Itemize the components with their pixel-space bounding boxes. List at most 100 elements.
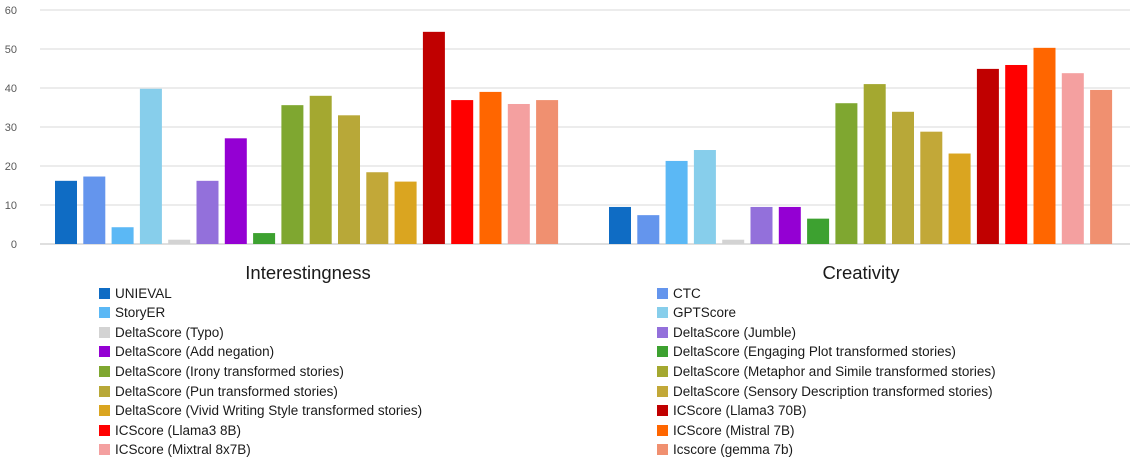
bar-interestingness-11 (366, 172, 389, 244)
legend-item: ICScore (Mixtral 8x7B) (99, 441, 251, 459)
bar-creativity-9 (863, 84, 886, 244)
legend-item: DeltaScore (Pun transformed stories) (99, 382, 338, 400)
legend-label: GPTScore (673, 305, 737, 321)
legend-item: DeltaScore (Vivid Writing Style transfor… (99, 402, 422, 420)
legend-swatch (657, 424, 668, 436)
legend-label: DeltaScore (Add negation) (115, 344, 275, 360)
legend-swatch (657, 326, 668, 338)
legend-swatch (657, 287, 668, 299)
legend-label: DeltaScore (Metaphor and Simile transfor… (673, 363, 996, 379)
legend-label: DeltaScore (Irony transformed stories) (115, 363, 344, 379)
legend-label: DeltaScore (Jumble) (673, 324, 797, 340)
bar-creativity-14 (1005, 64, 1028, 245)
legend-swatch (657, 444, 668, 456)
legend-label: CTC (673, 285, 701, 301)
legend-label: UNIEVAL (115, 285, 172, 301)
category-label: Creativity (822, 262, 900, 283)
legend-label: DeltaScore (Pun transformed stories) (115, 383, 338, 399)
category-labels: Interestingness Creativity (245, 262, 900, 283)
legend-swatch (99, 365, 110, 377)
legend-label: StoryER (115, 305, 166, 321)
legend-item: GPTScore (657, 304, 736, 322)
y-tick-label: 10 (5, 200, 17, 212)
legend-item: DeltaScore (Typo) (99, 323, 224, 341)
legend-swatch (99, 405, 110, 417)
legend-label: DeltaScore (Sensory Description transfor… (673, 383, 993, 399)
legend-swatch (657, 405, 668, 417)
legend-item: DeltaScore (Sensory Description transfor… (657, 382, 993, 400)
legend-swatch (99, 287, 110, 299)
bar-interestingness-3 (139, 88, 162, 244)
legend-label: ICScore (Llama3 70B) (673, 403, 807, 419)
y-axis-ticks: 0 10 20 30 40 50 60 (5, 5, 17, 251)
y-tick-label: 20 (5, 161, 17, 173)
legend-item: DeltaScore (Engaging Plot transformed st… (657, 343, 956, 361)
bar-chart: 0 10 20 30 40 50 60 Interestingness Creativity (5, 5, 1130, 283)
legend-item: DeltaScore (Jumble) (657, 323, 796, 341)
legend-item: ICScore (Mistral 7B) (657, 421, 795, 439)
legend-item: DeltaScore (Irony transformed stories) (99, 362, 344, 380)
legend-label: ICScore (Mistral 7B) (673, 422, 795, 438)
legend-swatch (99, 346, 110, 358)
legend-item: DeltaScore (Metaphor and Simile transfor… (657, 362, 996, 380)
category-label: Interestingness (245, 262, 370, 283)
legend-label: DeltaScore (Engaging Plot transformed st… (673, 344, 956, 360)
bar-interestingness-15 (479, 91, 502, 245)
bar-interestingness-5 (196, 180, 219, 244)
bars (55, 31, 1113, 245)
legend-swatch (99, 326, 110, 338)
legend-item: ICScore (Llama3 70B) (657, 402, 807, 420)
bar-creativity-6 (778, 206, 801, 244)
bar-creativity-11 (920, 131, 943, 244)
bar-creativity-17 (1090, 89, 1113, 244)
legend-swatch (657, 307, 668, 319)
bar-creativity-8 (835, 103, 858, 245)
bar-interestingness-17 (536, 100, 559, 244)
bar-interestingness-14 (451, 100, 474, 244)
bar-interestingness-7 (253, 233, 276, 244)
bar-creativity-15 (1033, 47, 1056, 244)
legend-item: Icscore (gemma 7b) (657, 441, 793, 459)
bar-creativity-1 (637, 215, 660, 244)
bar-interestingness-10 (338, 115, 360, 244)
legend-label: DeltaScore (Vivid Writing Style transfor… (115, 403, 423, 419)
legend-swatch (99, 444, 110, 456)
legend-swatch (657, 346, 668, 358)
bar-interestingness-1 (83, 176, 106, 244)
bar-interestingness-6 (224, 138, 247, 244)
legend-item: StoryER (99, 304, 165, 322)
y-tick-label: 30 (5, 122, 17, 134)
bar-creativity-3 (693, 150, 716, 244)
gridlines (40, 9, 1130, 245)
bar-interestingness-0 (55, 180, 77, 244)
legend-label: Icscore (gemma 7b) (673, 442, 794, 458)
bar-interestingness-16 (507, 103, 530, 245)
legend-swatch (99, 385, 110, 397)
bar-interestingness-12 (394, 181, 417, 244)
legend-item: CTC (657, 284, 701, 302)
bar-interestingness-4 (168, 239, 191, 244)
bar-interestingness-2 (111, 227, 134, 244)
bar-creativity-13 (976, 68, 999, 244)
bar-creativity-0 (609, 206, 631, 244)
y-tick-label: 40 (5, 83, 17, 95)
legend-item: DeltaScore (Add negation) (99, 343, 274, 361)
bar-interestingness-13 (422, 31, 445, 245)
legend-swatch (99, 307, 110, 319)
legend-swatch (657, 385, 668, 397)
legend-label: ICScore (Llama3 8B) (115, 422, 242, 438)
y-tick-label: 50 (5, 44, 17, 56)
bar-interestingness-8 (281, 105, 304, 244)
legend-swatch (657, 365, 668, 377)
legend-swatch (99, 424, 110, 436)
legend-label: DeltaScore (Typo) (115, 324, 224, 340)
bar-creativity-10 (892, 111, 914, 244)
bar-creativity-5 (750, 206, 773, 244)
bar-creativity-4 (722, 239, 745, 244)
bar-interestingness-9 (309, 95, 332, 244)
legend-item: ICScore (Llama3 8B) (99, 421, 241, 439)
y-tick-label: 60 (5, 5, 17, 17)
y-tick-label: 0 (11, 239, 17, 251)
legend-item: UNIEVAL (99, 284, 172, 302)
bar-creativity-7 (807, 218, 830, 244)
